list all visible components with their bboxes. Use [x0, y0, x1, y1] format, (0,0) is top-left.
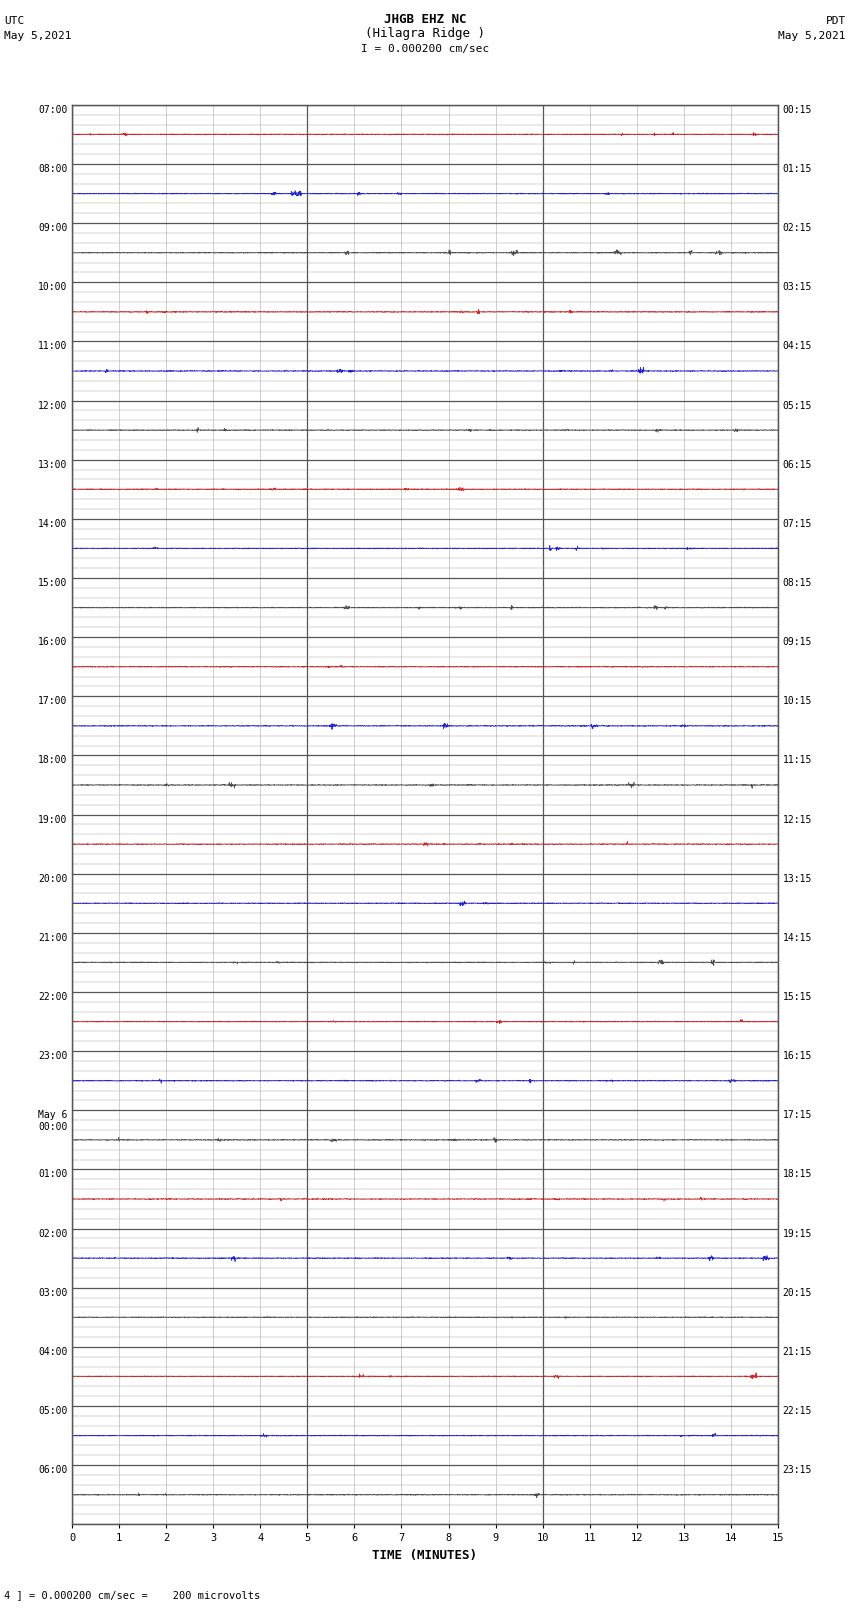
Text: May 5,2021: May 5,2021 [779, 31, 846, 40]
X-axis label: TIME (MINUTES): TIME (MINUTES) [372, 1548, 478, 1561]
Text: (Hilagra Ridge ): (Hilagra Ridge ) [365, 27, 485, 40]
Text: JHGB EHZ NC: JHGB EHZ NC [383, 13, 467, 26]
Text: I = 0.000200 cm/sec: I = 0.000200 cm/sec [361, 44, 489, 53]
Text: 4 ] = 0.000200 cm/sec =    200 microvolts: 4 ] = 0.000200 cm/sec = 200 microvolts [4, 1590, 260, 1600]
Text: UTC: UTC [4, 16, 25, 26]
Text: PDT: PDT [825, 16, 846, 26]
Text: May 5,2021: May 5,2021 [4, 31, 71, 40]
